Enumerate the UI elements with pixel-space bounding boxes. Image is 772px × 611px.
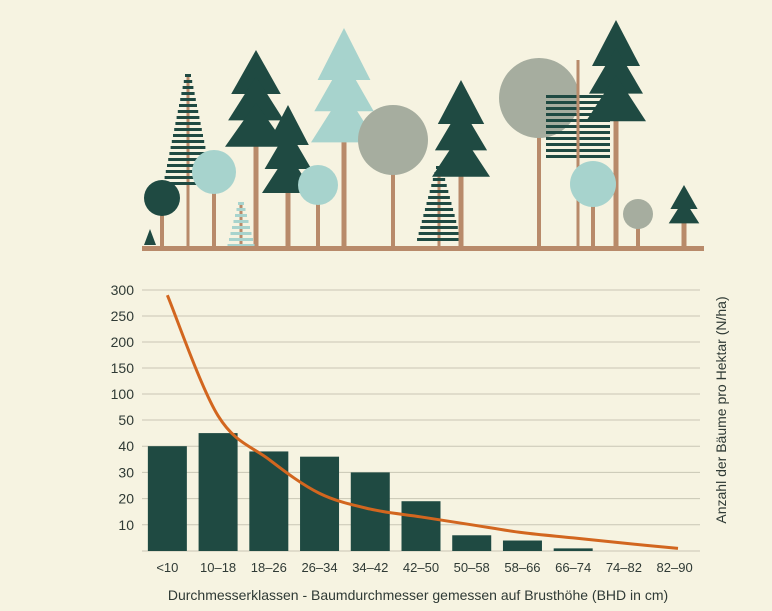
conifer-layer — [434, 106, 488, 151]
round-tree — [623, 199, 653, 229]
conifer-layer — [264, 129, 312, 169]
bar — [147, 446, 187, 551]
tree-trunk — [591, 184, 595, 246]
x-tick-label: 10–18 — [200, 560, 236, 575]
tree-trunk — [239, 202, 243, 246]
distribution-curve — [165, 294, 679, 550]
ground-line — [142, 246, 704, 251]
x-tick-label: 66–74 — [555, 560, 591, 575]
y-tick-label: 150 — [111, 360, 135, 376]
x-tick-label: 82–90 — [657, 560, 693, 575]
y-tick-label: 100 — [111, 386, 135, 402]
tree-trunk — [576, 60, 580, 246]
tree-trunk — [391, 140, 395, 246]
x-tick-label: 50–58 — [454, 560, 490, 575]
round-tree — [144, 180, 180, 216]
conifer-layer — [437, 80, 485, 124]
tree-trunk — [253, 60, 259, 246]
x-tick-label: 26–34 — [301, 560, 337, 575]
round-tree — [570, 161, 616, 207]
bar — [198, 433, 238, 551]
y-tick-label: 50 — [118, 412, 134, 428]
tree-trunk — [316, 185, 320, 246]
conifer-layer — [589, 47, 643, 94]
conifer-layer — [592, 20, 640, 66]
x-tick-label: 18–26 — [251, 560, 287, 575]
conifer-layer — [231, 50, 281, 94]
y-tick-label: 200 — [111, 334, 135, 350]
x-tick-label: 34–42 — [352, 560, 388, 575]
bar — [401, 501, 441, 551]
striped-tree — [227, 202, 255, 247]
bar — [502, 540, 542, 551]
round-tree — [358, 105, 428, 175]
conifer-layer — [267, 105, 309, 145]
bar — [300, 456, 340, 551]
bar — [249, 451, 289, 551]
y-axis-label: Anzahl der Bäume pro Hektar (N/ha) — [713, 296, 729, 523]
bar — [553, 548, 593, 551]
conifer-layer — [225, 102, 287, 147]
y-tick-label: 40 — [118, 438, 134, 454]
x-tick-label: <10 — [156, 560, 178, 575]
y-tick-label: 10 — [118, 517, 134, 533]
tree-trunk — [613, 30, 619, 246]
tree-illustration — [144, 20, 700, 247]
y-tick-label: 30 — [118, 464, 134, 480]
x-tick-label: 42–50 — [403, 560, 439, 575]
forest-trees-icon — [142, 20, 704, 251]
round-tree — [192, 150, 236, 194]
conifer-layer — [670, 185, 698, 209]
bars — [147, 433, 593, 551]
conifer-layer — [314, 59, 374, 112]
y-axis-ticks: 10 20 30 40 50 100 150 200 250 300 — [111, 282, 135, 533]
conifer-layer — [228, 76, 284, 121]
x-axis-label: Durchmesserklassen - Baumdurchmesser gem… — [168, 587, 668, 603]
conifer-layer — [317, 28, 371, 80]
conifer-layer — [586, 75, 646, 122]
x-tick-label: 74–82 — [606, 560, 642, 575]
y-tick-label: 250 — [111, 308, 135, 324]
round-tree — [298, 165, 338, 205]
x-tick-label: 58–66 — [504, 560, 540, 575]
conifer-layer — [144, 229, 156, 245]
tree-trunk — [212, 172, 216, 246]
tree-trunk — [160, 198, 164, 246]
bar — [452, 535, 492, 551]
x-axis-ticks: <10 10–18 18–26 26–34 34–42 42–50 50–58 58–66 66… — [156, 560, 692, 575]
conifer-layer — [432, 132, 490, 177]
round-tree — [499, 58, 579, 138]
conifer-layer — [668, 199, 700, 224]
tree-trunk — [636, 214, 640, 246]
tree-trunk — [437, 166, 441, 246]
striped-tree — [417, 166, 461, 241]
y-tick-label: 20 — [118, 491, 134, 507]
tree-trunk — [537, 98, 541, 246]
striped-tree — [163, 74, 213, 185]
y-tick-label: 300 — [111, 282, 135, 298]
